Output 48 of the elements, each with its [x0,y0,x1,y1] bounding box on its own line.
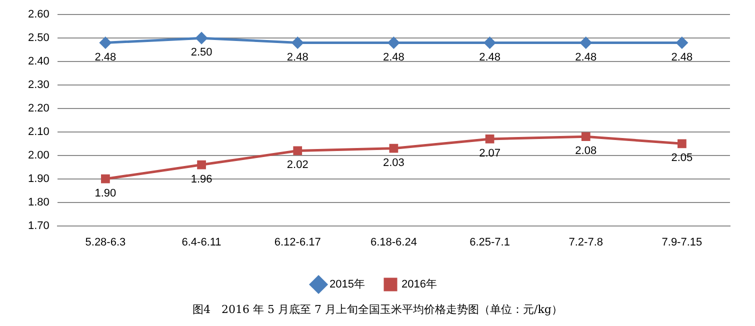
x-tick-label: 6.12-6.17 [274,236,321,248]
point [484,37,496,49]
data-label: 1.96 [190,173,212,186]
point [101,174,110,184]
data-label: 2.48 [671,51,693,64]
y-tick-label: 2.50 [28,32,50,44]
caption: 图4 2016 年 5 月底至 7 月上旬全国玉米平均价格走势图（单位：元/kg） [192,302,564,317]
data-label: 2.50 [190,46,212,59]
data-label: 2.48 [382,51,404,64]
data-label: 2.48 [94,51,116,64]
x-tick-label: 5.28-6.3 [85,236,126,248]
point [293,146,302,156]
point [485,134,494,144]
y-tick-label: 1.70 [28,220,50,232]
data-label: 2.07 [479,148,500,160]
point [196,32,208,44]
y-tick-label: 2.40 [28,56,50,68]
point [100,37,112,49]
point [388,37,400,49]
y-tick-label: 2.20 [28,102,50,114]
point [581,132,590,142]
x-tick-label: 7.2-7.8 [568,236,603,248]
point [676,37,688,49]
data-label: 2.48 [479,51,500,64]
x-tick-label: 6.18-6.24 [370,236,417,248]
legend-label: 2015年 [330,278,366,291]
y-tick-label: 1.80 [28,196,50,208]
data-label: 2.48 [575,51,597,64]
x-tick-label: 7.9-7.15 [662,236,702,248]
data-label: 2.48 [286,51,308,64]
x-tick-label: 6.25-7.1 [470,236,510,248]
y-tick-label: 1.90 [28,172,50,185]
point [580,37,592,49]
y-tick-label: 2.60 [28,8,50,21]
legend-label: 2016年 [402,278,437,291]
y-tick-label: 2.30 [28,79,50,92]
x-tick-label: 6.4-6.11 [182,236,222,248]
point [197,160,206,170]
data-label: 2.08 [575,145,597,158]
y-tick-label: 2.00 [28,149,50,162]
data-label: 2.02 [286,159,308,172]
y-tick-label: 2.10 [28,126,50,138]
data-label: 1.90 [94,187,116,200]
point [389,144,398,153]
point [292,37,304,49]
data-label: 2.03 [382,156,404,169]
data-label: 2.05 [671,152,693,164]
point [678,139,686,148]
